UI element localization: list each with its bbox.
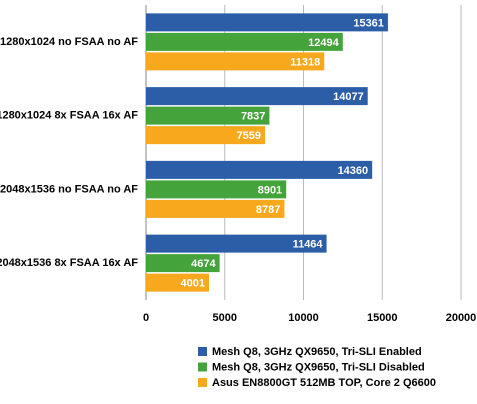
- bar: [146, 273, 210, 292]
- category-label: 2048x1536 no FSAA no AF: [0, 183, 138, 195]
- bar: [146, 106, 270, 125]
- value-label: 4674: [191, 258, 216, 270]
- value-label: 11318: [290, 56, 320, 68]
- x-tick-label: 0: [143, 312, 149, 324]
- bar: [146, 126, 266, 145]
- legend-swatch: [198, 347, 207, 356]
- value-label: 12494: [308, 37, 339, 49]
- value-label: 14077: [333, 91, 364, 103]
- value-label: 8787: [256, 204, 280, 216]
- bar: [146, 254, 220, 273]
- legend-swatch: [198, 378, 207, 387]
- bar: [146, 52, 325, 71]
- x-tick-label: 5000: [213, 312, 237, 324]
- bar: [146, 199, 285, 218]
- value-label: 11464: [293, 239, 324, 251]
- category-label: 1280x1024 8x FSAA 16x AF: [0, 110, 138, 122]
- bar: [146, 180, 287, 199]
- legend-label: Asus EN8800GT 512MB TOP, Core 2 Q6600: [212, 377, 436, 389]
- value-label: 15361: [353, 17, 384, 29]
- bar: [146, 32, 343, 51]
- legend-swatch: [198, 362, 207, 372]
- category-label: 1280x1024 no FSAA no AF: [0, 36, 138, 48]
- x-tick-label: 10000: [288, 312, 319, 324]
- value-label: 4001: [181, 278, 205, 290]
- value-label: 14360: [338, 165, 369, 177]
- value-label: 7559: [237, 130, 261, 142]
- legend-label: Mesh Q8, 3GHz QX9650, Tri-SLI Disabled: [212, 361, 425, 373]
- x-tick-label: 20000: [446, 312, 477, 324]
- value-label: 7837: [241, 111, 265, 123]
- bar: [146, 234, 327, 253]
- legend-label: Mesh Q8, 3GHz QX9650, Tri-SLI Enabled: [212, 346, 422, 358]
- bar: [146, 87, 368, 106]
- x-tick-label: 15000: [367, 312, 398, 324]
- bar: [146, 13, 388, 32]
- bar: [146, 160, 373, 179]
- value-label: 8901: [258, 184, 282, 196]
- category-label: 2048x1536 8x FSAA 16x AF: [0, 257, 138, 269]
